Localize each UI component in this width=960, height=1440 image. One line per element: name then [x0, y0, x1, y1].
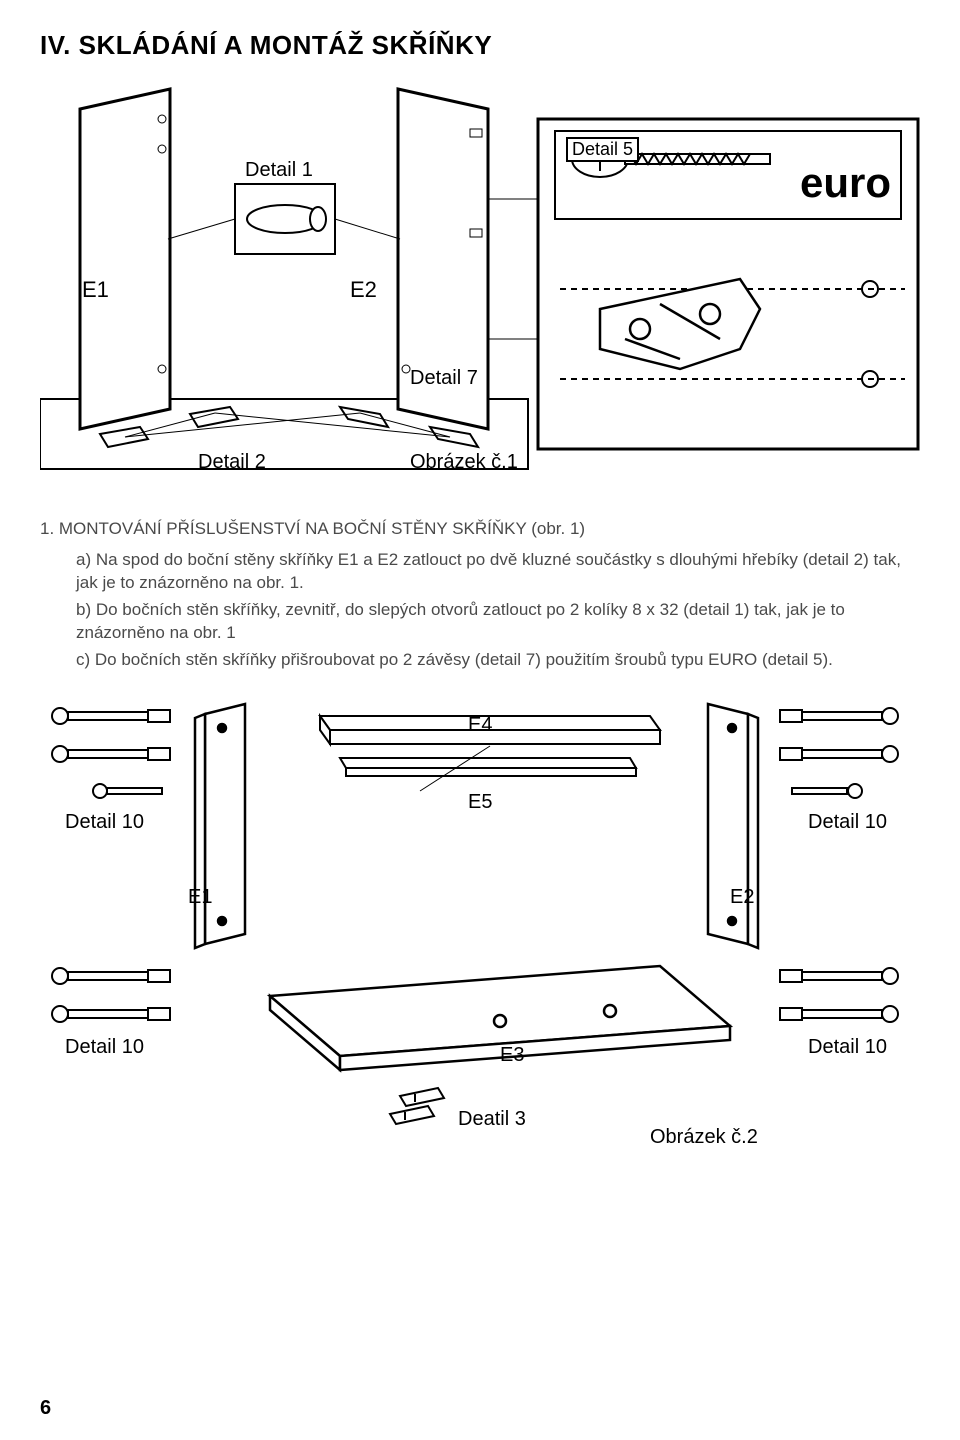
figure-2: Detail 10 Detail 10 Detail 10 Detail 10 … — [40, 696, 920, 1176]
step-list: a) Na spod do boční stěny skříňky E1 a E… — [40, 549, 920, 672]
label-e3: E3 — [500, 1044, 524, 1067]
step-item-a: a) Na spod do boční stěny skříňky E1 a E… — [76, 549, 920, 595]
label-e2-fig1: E2 — [350, 277, 377, 303]
figure-1-svg: euro — [40, 79, 920, 499]
label-e1-fig2: E1 — [188, 886, 212, 909]
label-detail10-br: Detail 10 — [808, 1036, 887, 1059]
step-item-b: b) Do bočních stěn skříňky, zevnitř, do … — [76, 599, 920, 645]
label-detail-2: Detail 2 — [198, 451, 266, 474]
label-e1-fig1: E1 — [82, 277, 109, 303]
label-detail10-tr: Detail 10 — [808, 811, 887, 834]
page-number: 6 — [40, 1397, 51, 1420]
label-detail-5: Detail 5 — [566, 137, 639, 162]
label-detail-7: Detail 7 — [410, 367, 478, 390]
label-detail-1: Detail 1 — [245, 159, 313, 182]
step-heading: 1. MONTOVÁNÍ PŘÍSLUŠENSTVÍ NA BOČNÍ STĚN… — [40, 519, 920, 539]
figure-2-svg — [40, 696, 920, 1176]
section-title: IV. SKLÁDÁNÍ A MONTÁŽ SKŘÍŇKY — [40, 30, 920, 61]
figure-1: euro Detail 1 Detail 2 Detail 5 Detail 7… — [40, 79, 920, 499]
label-detail3: Deatil 3 — [458, 1108, 526, 1131]
step-item-c: c) Do bočních stěn skříňky přišroubovat … — [76, 649, 920, 672]
label-detail10-tl: Detail 10 — [65, 811, 144, 834]
label-e5: E5 — [468, 791, 492, 814]
label-e2-fig2: E2 — [730, 886, 754, 909]
figure-2-caption: Obrázek č.2 — [650, 1126, 758, 1149]
euro-logo-text: euro — [800, 159, 891, 206]
figure-1-caption: Obrázek č.1 — [410, 451, 518, 474]
label-detail10-bl: Detail 10 — [65, 1036, 144, 1059]
label-e4: E4 — [468, 714, 492, 737]
